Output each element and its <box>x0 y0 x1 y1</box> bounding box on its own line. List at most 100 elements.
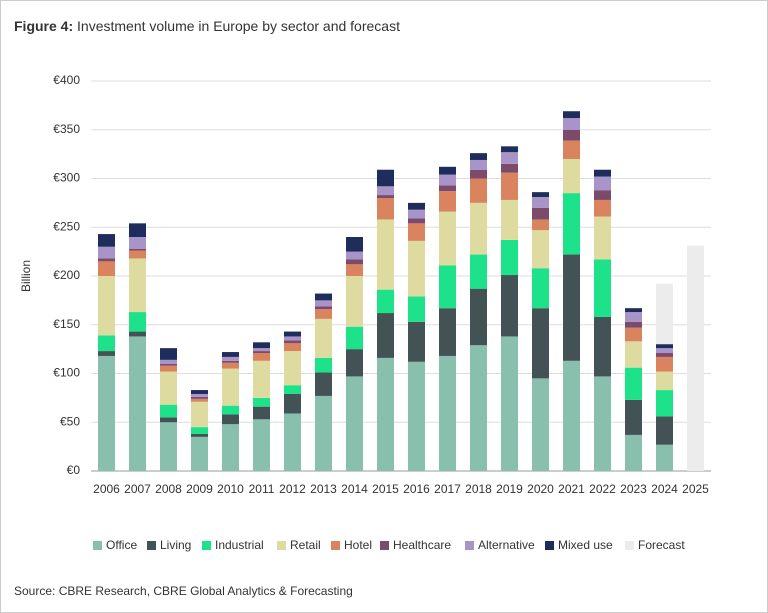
bar-segment <box>532 192 549 198</box>
legend-swatch <box>465 541 474 550</box>
bar-segment <box>315 395 332 471</box>
bar-segment <box>160 363 177 366</box>
x-tick-label: 2011 <box>249 482 275 496</box>
bar-segment <box>191 436 208 471</box>
bar-segment <box>315 293 332 301</box>
x-tick-label: 2014 <box>341 482 368 496</box>
bar-segment <box>191 427 208 434</box>
y-tick-label: €250 <box>53 219 80 233</box>
bar-segment <box>594 190 611 200</box>
y-tick-label: €400 <box>53 73 80 87</box>
bar-segment <box>284 351 301 386</box>
y-tick-label: €100 <box>53 366 80 380</box>
bar-segment <box>98 351 115 356</box>
bar-segment <box>532 308 549 379</box>
bar-segment <box>408 218 425 224</box>
bar-segment <box>594 376 611 471</box>
bar-segment <box>129 248 146 251</box>
bar-segment <box>563 118 580 130</box>
bar-segment <box>377 169 394 187</box>
bar-segment <box>129 312 146 332</box>
bar-segment <box>129 331 146 337</box>
x-tick-label: 2022 <box>589 482 616 496</box>
bar-segment <box>501 163 518 173</box>
bar-segment <box>129 223 146 237</box>
bar-segment <box>191 390 208 394</box>
bar-segment <box>563 140 580 159</box>
bar-segment <box>160 371 177 405</box>
bar-segment <box>129 250 146 259</box>
x-tick-label: 2006 <box>93 482 120 496</box>
bar-segment <box>594 259 611 317</box>
bar-segment <box>470 202 487 255</box>
bar-segment <box>408 223 425 241</box>
bar-segment <box>129 258 146 313</box>
bar-segment <box>253 351 270 354</box>
legend-label: Retail <box>290 538 321 552</box>
bar-segment <box>656 344 673 349</box>
bar-segment <box>439 265 456 309</box>
title-text: Investment volume in Europe by sector an… <box>77 18 400 34</box>
bar-segment <box>284 413 301 471</box>
bar-segment <box>346 376 363 471</box>
bar-segment <box>377 357 394 471</box>
bar-segment <box>377 198 394 220</box>
bar-segment <box>98 246 115 259</box>
bar-segment <box>625 434 642 471</box>
bar-segment <box>470 254 487 289</box>
legend-swatch <box>331 541 340 550</box>
x-tick-label: 2013 <box>310 482 337 496</box>
legend-label: Mixed use <box>558 538 613 552</box>
legend-swatch <box>277 541 286 550</box>
bar-segment <box>191 396 208 399</box>
bar-segment <box>594 169 611 177</box>
x-tick-label: 2025 <box>682 482 709 496</box>
bar-segment <box>377 186 394 196</box>
bar-segment <box>315 309 332 319</box>
bar-segment <box>532 207 549 220</box>
bar-segment <box>563 111 580 119</box>
legend-label: Office <box>106 538 137 552</box>
bar-segment <box>98 276 115 336</box>
bar-segment <box>532 197 549 208</box>
bar-segment <box>284 385 301 394</box>
x-tick-label: 2018 <box>465 482 492 496</box>
bar-segment <box>656 348 673 354</box>
bar-segment <box>594 216 611 260</box>
bar-segment <box>439 355 456 471</box>
bar-segment <box>470 288 487 346</box>
bar-segment <box>408 361 425 471</box>
y-tick-label: €200 <box>53 268 80 282</box>
legend-swatch <box>625 541 634 550</box>
bar-segment <box>315 372 332 396</box>
bar-segment <box>98 261 115 276</box>
bar-segment <box>315 300 332 307</box>
x-tick-label: 2008 <box>155 482 182 496</box>
y-tick-label: €350 <box>53 122 80 136</box>
bar-segment <box>532 219 549 231</box>
legend-label: Forecast <box>638 538 685 552</box>
bar-segment <box>656 416 673 445</box>
bar-segment <box>160 348 177 360</box>
bar-segment <box>439 185 456 192</box>
bar-segment <box>98 335 115 352</box>
bar-segment <box>470 345 487 471</box>
bar-segment <box>563 254 580 361</box>
bar-segment <box>470 159 487 170</box>
bar-segment <box>501 336 518 471</box>
bar-segment <box>284 393 301 414</box>
forecast-bar <box>687 245 704 471</box>
bar-segment <box>439 211 456 266</box>
x-tick-label: 2020 <box>527 482 554 496</box>
x-tick-label: 2007 <box>124 482 151 496</box>
bar-segment <box>315 318 332 358</box>
bar-segment <box>222 424 239 471</box>
bar-segment <box>625 341 642 368</box>
bar-segment <box>222 414 239 425</box>
y-tick-label: €50 <box>60 414 80 428</box>
legend-swatch <box>202 541 211 550</box>
bar-segment <box>563 360 580 471</box>
bar-segment <box>501 152 518 164</box>
bar-segment <box>253 342 270 349</box>
